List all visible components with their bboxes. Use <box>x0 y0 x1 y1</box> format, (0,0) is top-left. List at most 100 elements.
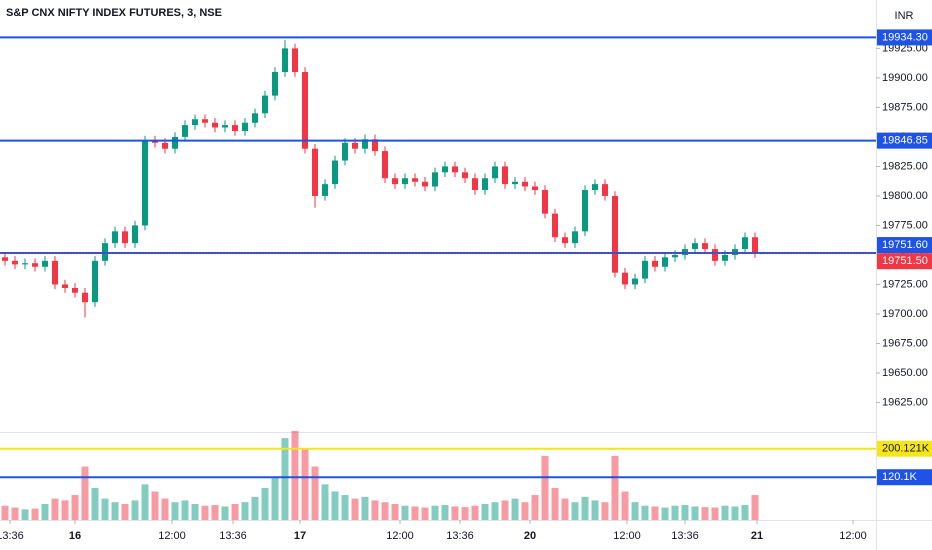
volume-bar <box>121 503 129 520</box>
y-tick-label: 19675.00 <box>882 337 928 349</box>
candle-body <box>202 119 208 123</box>
volume-bar <box>731 506 739 520</box>
x-tick-label: 12:00 <box>386 530 414 542</box>
candle-body <box>412 178 418 182</box>
volume-bar <box>161 498 169 520</box>
candle-body <box>352 142 358 149</box>
candle-body <box>42 260 48 267</box>
candle-body <box>72 288 78 293</box>
candle-body <box>362 139 368 149</box>
volume-bar <box>171 502 179 520</box>
candle-body <box>382 151 388 179</box>
candle-body <box>622 272 628 285</box>
candle-body <box>312 148 318 196</box>
chart-title: S&P CNX NIFTY INDEX FUTURES, 3, NSE <box>6 7 222 19</box>
candle-body <box>462 172 468 179</box>
volume-bar <box>241 502 249 520</box>
volume-bar <box>341 495 349 520</box>
candle-body <box>642 260 648 279</box>
candle-body <box>532 186 538 191</box>
volume-bar <box>741 505 749 520</box>
volume-bar <box>491 502 499 520</box>
candle-body <box>612 195 618 273</box>
level-label: 19751.60 <box>882 239 928 251</box>
y-tick-label: 19625.00 <box>882 396 928 408</box>
y-tick-label: 19725.00 <box>882 278 928 290</box>
candle-body <box>572 231 578 244</box>
volume-bar <box>281 438 289 520</box>
level-label-box <box>877 237 932 254</box>
candle-body <box>322 184 328 196</box>
volume-bar <box>471 505 479 520</box>
volume-bar <box>131 500 139 520</box>
volume-bar <box>111 502 119 520</box>
candle-body <box>192 119 198 126</box>
currency[interactable]: INR <box>895 10 914 22</box>
volume-bar <box>571 502 579 520</box>
volume-bar <box>351 498 359 520</box>
candle-body <box>282 48 288 72</box>
candle-body <box>682 249 688 255</box>
candle-body <box>2 257 8 261</box>
candle-body <box>592 184 598 191</box>
volume-bar <box>711 507 719 520</box>
candle-body <box>752 237 758 254</box>
y-tick-label: 19825.00 <box>882 160 928 172</box>
level-label: 200.121K <box>882 443 930 455</box>
volume-bar <box>31 508 39 520</box>
candle-body <box>52 260 58 285</box>
volume-bar <box>541 455 549 520</box>
candle-body <box>12 260 18 265</box>
volume-bar <box>301 448 309 520</box>
candle-body <box>432 172 438 187</box>
volume-bar <box>451 506 459 520</box>
candle-body <box>62 284 68 288</box>
y-tick-label: 19775.00 <box>882 219 928 231</box>
candle-body <box>522 181 528 187</box>
volume-bar <box>71 495 79 520</box>
volume-bar <box>311 466 319 520</box>
volume-bar <box>691 506 699 520</box>
volume-bar <box>361 496 369 520</box>
candle-body <box>672 254 678 258</box>
y-tick-label: 19650.00 <box>882 367 928 379</box>
volume-bar <box>631 502 639 520</box>
x-tick-label: 13:36 <box>0 530 24 542</box>
candle-body <box>22 263 28 265</box>
candle-body <box>442 166 448 173</box>
x-tick-label: 13:36 <box>446 530 474 542</box>
volume-bar <box>51 498 59 520</box>
candle-body <box>112 231 118 244</box>
volume-bar <box>661 507 669 520</box>
volume-bar <box>601 502 609 520</box>
candle-body <box>582 190 588 232</box>
candle-body <box>492 166 498 179</box>
y-tick-label: 19900.00 <box>882 72 928 84</box>
candle-body <box>342 142 348 161</box>
level-label-box <box>877 253 932 270</box>
volume-bar <box>581 496 589 520</box>
volume-bar <box>461 507 469 520</box>
candle-body <box>722 254 728 261</box>
level-label: 120.1K <box>882 471 918 483</box>
volume-bar <box>81 466 89 520</box>
candle-body <box>692 243 698 250</box>
volume-bar <box>641 505 649 520</box>
candle-body <box>212 122 218 128</box>
volume-bar <box>401 505 409 520</box>
volume-bar <box>591 500 599 520</box>
volume-bar <box>21 509 29 520</box>
volume-bar <box>41 503 49 520</box>
volume-bar <box>651 506 659 520</box>
volume-bar <box>101 498 109 520</box>
level-label-box <box>877 132 932 149</box>
volume-bar <box>221 506 229 520</box>
volume-bar <box>411 506 419 520</box>
level-label-box <box>877 469 932 486</box>
candle-body <box>272 72 278 96</box>
volume-bar <box>441 505 449 520</box>
candle-body <box>182 125 188 137</box>
candle-body <box>662 257 668 267</box>
candle-body <box>422 181 428 187</box>
candle-body <box>402 178 408 185</box>
